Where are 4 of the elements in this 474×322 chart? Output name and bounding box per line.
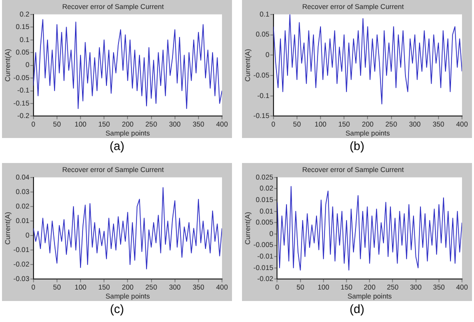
- text: (b): [348, 138, 366, 154]
- text: (c): [109, 301, 125, 317]
- text: (a): [108, 138, 126, 154]
- text: (d): [348, 301, 366, 317]
